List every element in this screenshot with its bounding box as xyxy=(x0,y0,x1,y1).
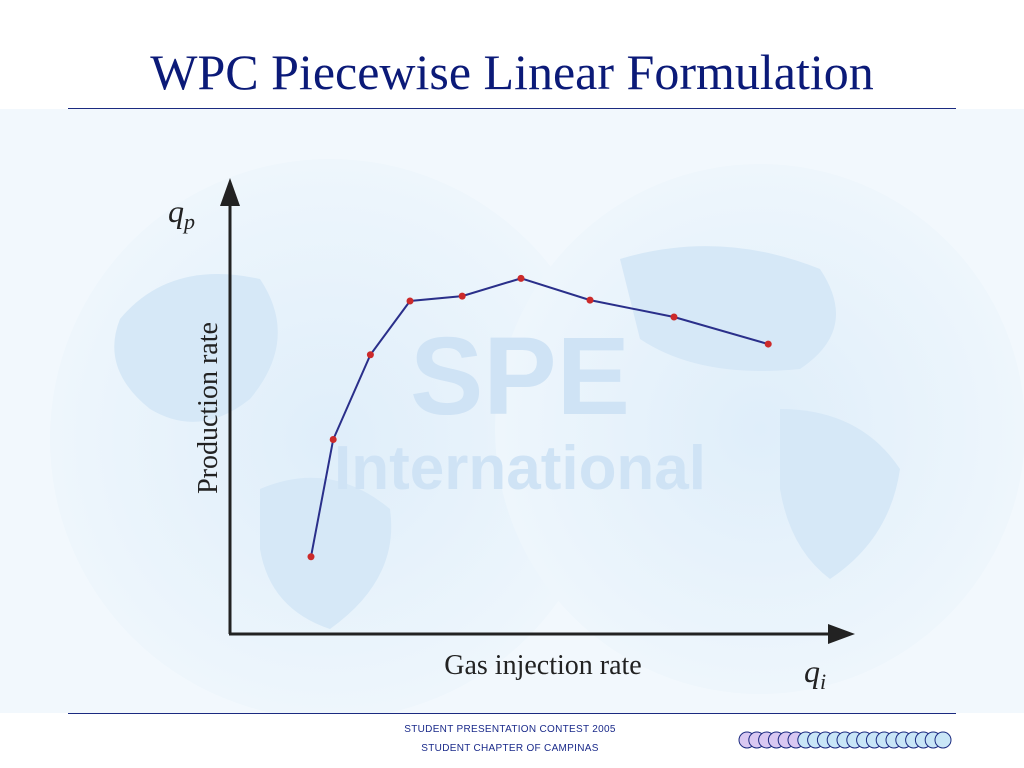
y-symbol-sub: p xyxy=(182,209,195,234)
x-axis-symbol: qi xyxy=(804,653,826,694)
data-point-6 xyxy=(586,296,594,304)
x-axis-label: Gas injection rate xyxy=(444,650,641,681)
data-point-5 xyxy=(517,274,525,282)
watermark-spe: SPE xyxy=(410,315,630,438)
x-symbol-sub: i xyxy=(820,669,826,694)
y-axis-symbol: qp xyxy=(168,193,195,234)
y-axis-label: Production rate xyxy=(193,322,224,494)
data-point-8 xyxy=(764,340,772,348)
slide-title: WPC Piecewise Linear Formulation xyxy=(150,44,874,100)
globe-right-icon xyxy=(495,164,1024,694)
spe-globe-watermark: SPE International xyxy=(0,109,1024,713)
data-point-4 xyxy=(458,292,466,300)
y-symbol-base: q xyxy=(168,193,184,229)
title-divider xyxy=(68,108,956,109)
chain-links-decoration xyxy=(738,731,952,749)
data-point-1 xyxy=(329,436,337,444)
data-point-0 xyxy=(307,553,315,561)
series-line-0 xyxy=(310,277,769,557)
footer-divider xyxy=(68,713,956,714)
x-symbol-base: q xyxy=(804,653,820,689)
y-axis-arrow-icon xyxy=(220,178,240,206)
watermark-international: International xyxy=(334,434,706,503)
footer-line-1: STUDENT PRESENTATION CONTEST 2005 xyxy=(404,724,616,735)
chain-link-icon xyxy=(934,731,952,749)
footer-line-2: STUDENT CHAPTER OF CAMPINAS xyxy=(421,743,599,754)
x-axis-arrow-icon xyxy=(828,624,855,644)
data-point-3 xyxy=(406,297,414,305)
plot-layer xyxy=(307,274,772,561)
data-point-7 xyxy=(670,313,678,321)
data-point-2 xyxy=(366,351,374,359)
